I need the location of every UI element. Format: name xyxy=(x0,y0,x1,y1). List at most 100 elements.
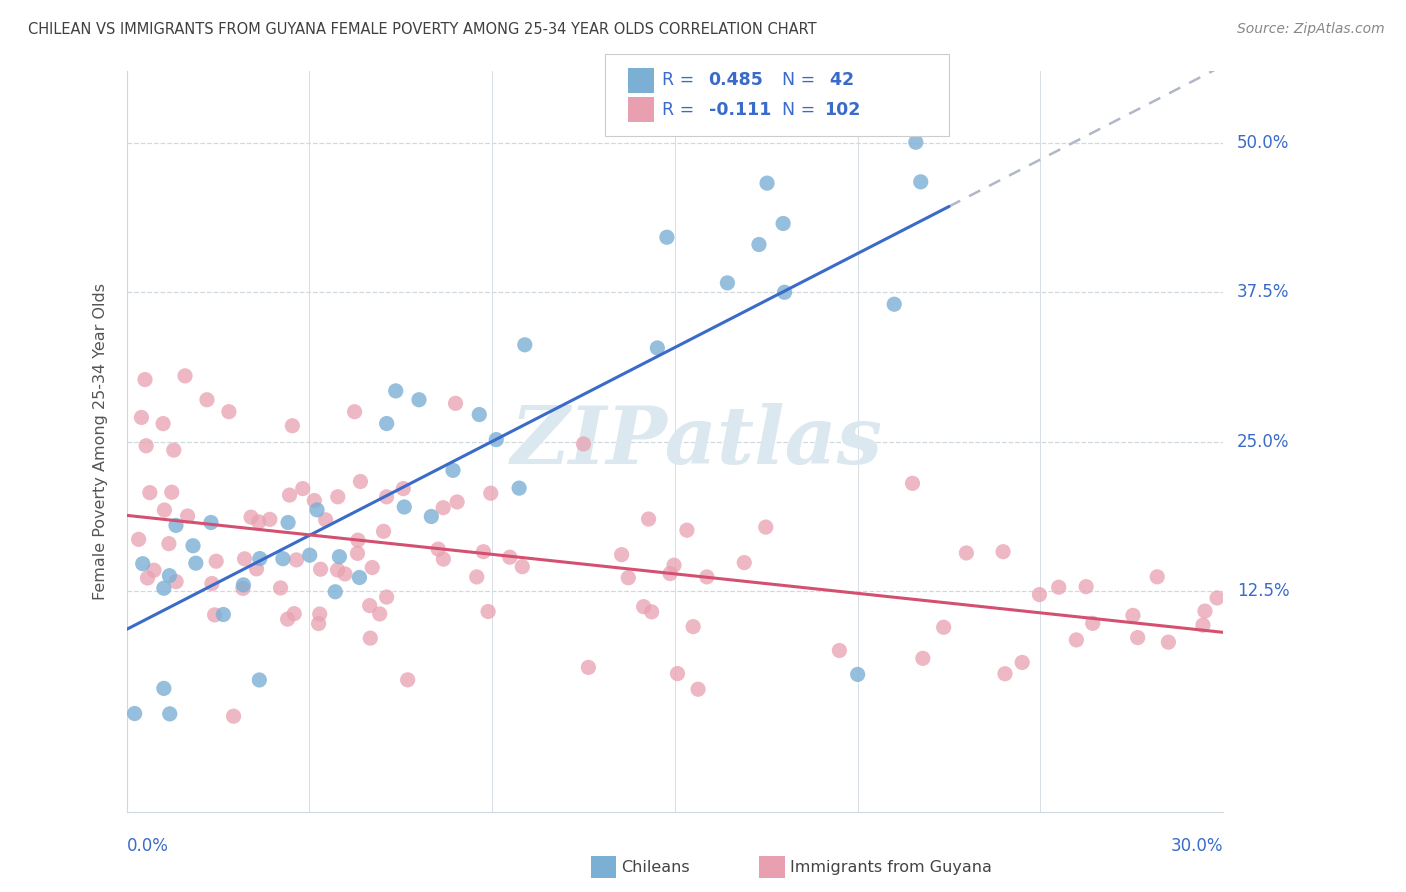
Point xyxy=(195,392,218,407)
Text: R =: R = xyxy=(662,101,700,119)
Point xyxy=(420,509,443,524)
Point xyxy=(298,548,321,562)
Point xyxy=(212,607,235,622)
Point xyxy=(285,553,308,567)
Point xyxy=(277,612,299,626)
Point xyxy=(375,417,398,431)
Point xyxy=(143,563,166,577)
Point xyxy=(1081,616,1104,631)
Point xyxy=(828,643,851,657)
Point xyxy=(174,368,197,383)
Point xyxy=(359,599,381,613)
Point xyxy=(359,631,381,645)
Point xyxy=(477,605,499,619)
Y-axis label: Female Poverty Among 25-34 Year Olds: Female Poverty Among 25-34 Year Olds xyxy=(93,283,108,600)
Point xyxy=(328,549,350,564)
Point xyxy=(270,581,292,595)
Point xyxy=(222,709,245,723)
Point xyxy=(135,439,157,453)
Point xyxy=(1192,618,1215,632)
Text: -0.111: -0.111 xyxy=(709,101,770,119)
Point xyxy=(163,443,186,458)
Point xyxy=(233,551,256,566)
Point xyxy=(165,574,187,589)
Point xyxy=(152,417,174,431)
Point xyxy=(308,616,330,631)
Point xyxy=(748,237,770,252)
Text: 102: 102 xyxy=(824,101,860,119)
Point xyxy=(432,500,454,515)
Point xyxy=(513,338,536,352)
Point xyxy=(283,607,305,621)
Point xyxy=(315,513,337,527)
Point xyxy=(408,392,430,407)
Point xyxy=(271,551,294,566)
Point xyxy=(910,175,932,189)
Point xyxy=(136,571,159,585)
Point xyxy=(676,523,699,537)
Point xyxy=(184,556,207,570)
Text: Chileans: Chileans xyxy=(621,860,690,874)
Point xyxy=(218,405,240,419)
Point xyxy=(308,607,330,621)
Point xyxy=(1122,608,1144,623)
Point xyxy=(904,135,927,149)
Point xyxy=(157,536,180,550)
Point xyxy=(392,482,415,496)
Point xyxy=(883,297,905,311)
Point xyxy=(572,437,595,451)
Point xyxy=(249,551,271,566)
Point xyxy=(499,550,522,565)
Point xyxy=(204,607,226,622)
Point xyxy=(131,410,153,425)
Point xyxy=(343,405,366,419)
Point xyxy=(153,503,176,517)
Point xyxy=(153,681,176,696)
Point xyxy=(176,508,198,523)
Point xyxy=(200,516,222,530)
Text: 0.485: 0.485 xyxy=(709,71,763,89)
Point xyxy=(756,176,779,190)
Point xyxy=(361,560,384,574)
Point xyxy=(247,515,270,529)
Point xyxy=(309,562,332,576)
Point xyxy=(124,706,146,721)
Text: CHILEAN VS IMMIGRANTS FROM GUYANA FEMALE POVERTY AMONG 25-34 YEAR OLDS CORRELATI: CHILEAN VS IMMIGRANTS FROM GUYANA FEMALE… xyxy=(28,22,817,37)
Point xyxy=(134,373,156,387)
Text: 30.0%: 30.0% xyxy=(1171,837,1223,855)
Point xyxy=(240,510,263,524)
Point xyxy=(716,276,738,290)
Text: N =: N = xyxy=(782,71,821,89)
Text: 0.0%: 0.0% xyxy=(127,837,169,855)
Point xyxy=(278,488,301,502)
Point xyxy=(1066,632,1088,647)
Point xyxy=(1157,635,1180,649)
Point xyxy=(901,476,924,491)
Point xyxy=(347,533,370,548)
Text: N =: N = xyxy=(782,101,821,119)
Point xyxy=(181,539,204,553)
Point xyxy=(165,518,187,533)
Point xyxy=(159,706,181,721)
Point xyxy=(465,570,488,584)
Point xyxy=(232,582,254,596)
Point xyxy=(444,396,467,410)
Point xyxy=(201,576,224,591)
Point xyxy=(508,481,530,495)
Point xyxy=(1011,656,1033,670)
Point xyxy=(696,570,718,584)
Point xyxy=(396,673,419,687)
Point xyxy=(346,546,368,560)
Point xyxy=(1146,570,1168,584)
Point xyxy=(446,495,468,509)
Point xyxy=(772,217,794,231)
Point xyxy=(157,568,180,582)
Point xyxy=(1047,580,1070,594)
Point xyxy=(472,545,495,559)
Point xyxy=(247,673,270,687)
Text: 37.5%: 37.5% xyxy=(1237,284,1289,301)
Point xyxy=(128,533,150,547)
Point xyxy=(659,566,682,581)
Point xyxy=(305,503,328,517)
Point xyxy=(576,660,599,674)
